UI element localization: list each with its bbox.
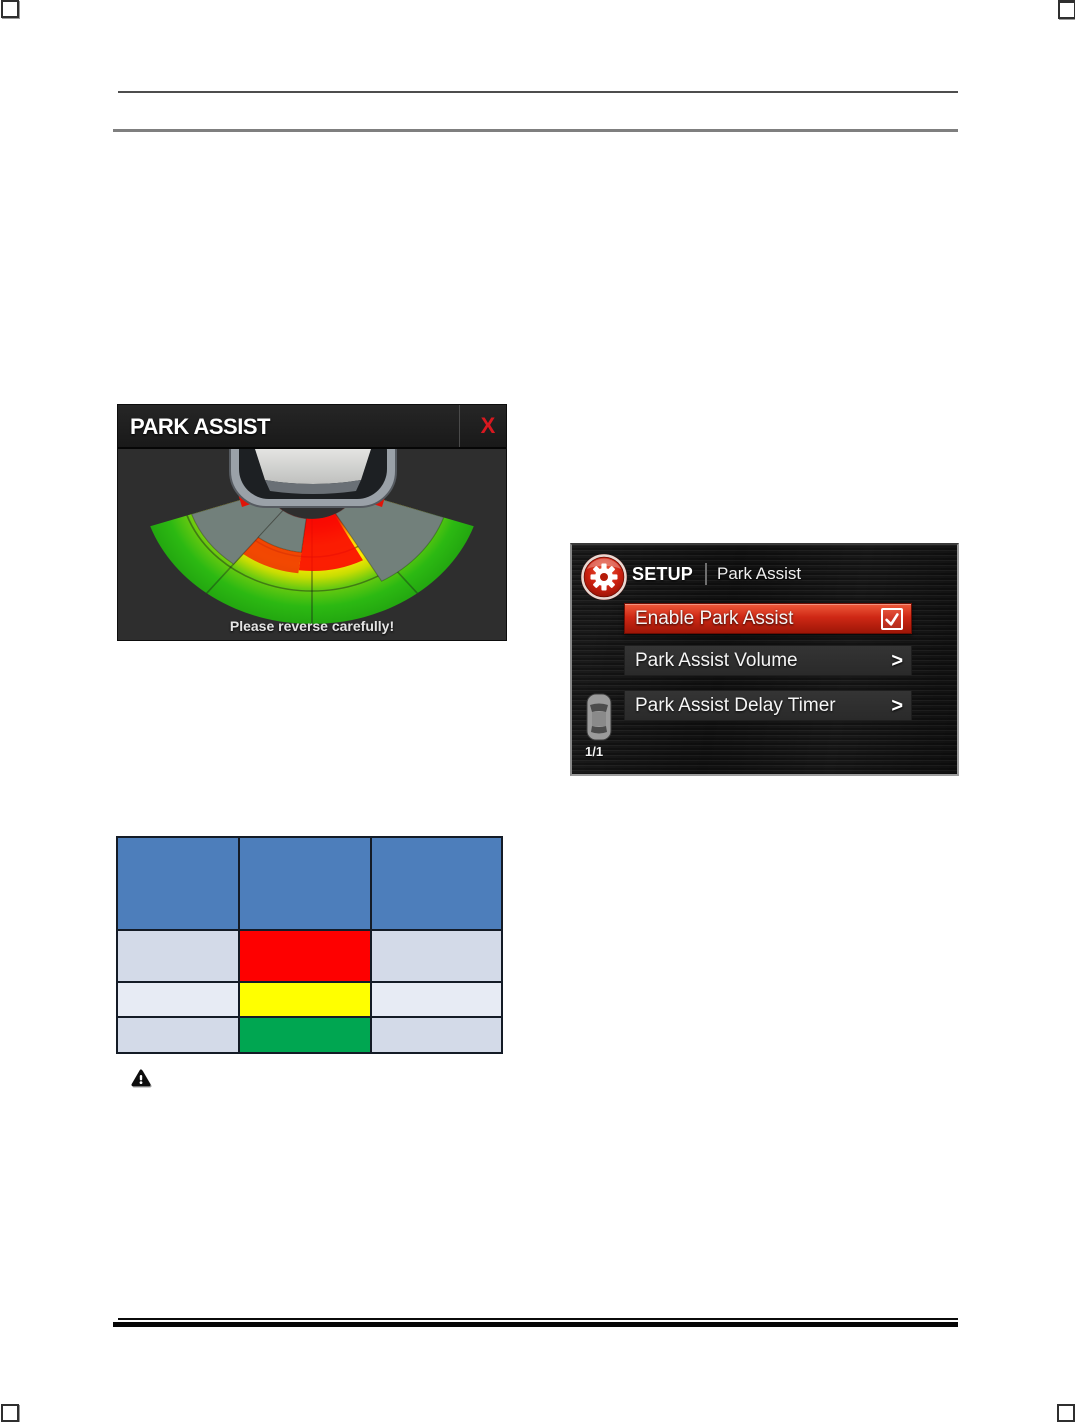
distance-table (116, 836, 503, 1054)
setup-title: SETUP (632, 563, 694, 584)
table-cell (116, 929, 240, 983)
check-icon (885, 612, 899, 626)
reverse-warning-message: Please reverse carefully! (229, 618, 395, 634)
car-rear-graphic (229, 449, 397, 508)
gear-icon (581, 554, 627, 600)
chevron-right-icon: > (891, 649, 903, 672)
table-cell (116, 1016, 240, 1054)
menu-item-label: Park Assist Volume (635, 649, 798, 671)
sonar-graphic (118, 449, 506, 640)
table-cell (370, 836, 503, 931)
crop-mark-bottom-left (1, 1404, 19, 1422)
table-cell (238, 836, 372, 931)
table-row (116, 981, 503, 1018)
table-row (116, 929, 503, 983)
crop-mark-top-left (1, 0, 19, 18)
menu-item-label: Enable Park Assist (635, 607, 794, 629)
setup-screen: SETUP Park Assist Enable Park Assist Par… (570, 543, 959, 776)
page-indicator: 1/1 (585, 744, 604, 759)
park-assist-popup: PARK ASSIST X (117, 404, 507, 641)
menu-item-enable-park-assist[interactable]: Enable Park Assist (624, 603, 912, 634)
setup-breadcrumb: Park Assist (717, 564, 802, 583)
crop-mark-top-right (1058, 0, 1075, 19)
table-cell (370, 1016, 503, 1054)
table-cell-green (238, 1016, 372, 1054)
footer-rule-thin (118, 1318, 958, 1320)
title-divider (705, 563, 708, 585)
setup-titlebar: SETUP Park Assist (632, 561, 801, 587)
crop-mark-bottom-right (1057, 1404, 1075, 1422)
table-cell (370, 929, 503, 983)
table-cell-red (238, 929, 372, 983)
header-rule-thick (113, 129, 958, 132)
table-cell-yellow (238, 981, 372, 1018)
footer-rule-thick (113, 1322, 958, 1327)
sonar-display: Please reverse carefully! (118, 449, 506, 640)
titlebar-divider (459, 405, 460, 447)
menu-item-label: Park Assist Delay Timer (635, 694, 836, 716)
chevron-right-icon: > (891, 694, 903, 717)
car-top-view-icon (586, 693, 612, 741)
menu-item-park-assist-delay-timer[interactable]: Park Assist Delay Timer > (624, 690, 912, 721)
park-assist-titlebar: PARK ASSIST X (118, 405, 506, 449)
table-cell (116, 836, 240, 931)
park-assist-title: PARK ASSIST (130, 414, 270, 439)
enable-park-assist-checkbox[interactable] (881, 607, 903, 630)
close-icon[interactable]: X (470, 405, 506, 447)
header-rule-thin (118, 91, 958, 93)
table-row (116, 1016, 503, 1054)
table-cell (370, 981, 503, 1018)
warning-triangle-icon (131, 1069, 152, 1088)
table-cell (116, 981, 240, 1018)
table-row (116, 836, 503, 931)
menu-item-park-assist-volume[interactable]: Park Assist Volume > (624, 645, 912, 676)
